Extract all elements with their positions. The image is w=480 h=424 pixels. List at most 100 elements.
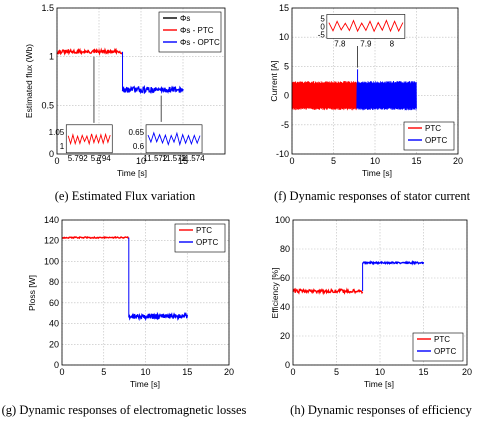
legend: PTC OPTC xyxy=(403,121,455,151)
legend-label: OPTC xyxy=(434,347,456,356)
legend-label: OPTC xyxy=(196,238,218,247)
y-tick-label: 20 xyxy=(49,339,59,349)
inset-frame xyxy=(65,124,113,154)
y-tick-label: 1.5 xyxy=(41,3,54,13)
y-tick-label: 80 xyxy=(280,244,290,254)
inset-y-tick: 0.65 xyxy=(128,128,144,137)
x-tick-label: 15 xyxy=(411,156,421,166)
series-line-ptc xyxy=(292,287,364,296)
y-axis-label: Efficiency [%] xyxy=(270,268,280,319)
legend-label: OPTC xyxy=(425,136,447,145)
y-tick-label: 15 xyxy=(279,3,289,13)
y-tick-label: 100 xyxy=(275,215,290,225)
inset-frame xyxy=(326,14,406,39)
series-line-optc xyxy=(356,80,417,111)
legend: PTC OPTC xyxy=(174,223,226,253)
inset-x-tick: 11.573 xyxy=(162,154,186,163)
x-tick-label: 10 xyxy=(140,367,150,377)
y-tick-label: -5 xyxy=(281,120,289,130)
y-tick-label: 60 xyxy=(280,273,290,283)
panel-f: 0 5 10 15 20 -10 -5 0 5 10 15 Time [s] Current [A] (f… xyxy=(269,3,471,203)
inset-x-tick: 11.574 xyxy=(181,154,205,163)
x-tick-label: 0 xyxy=(290,367,295,377)
x-tick-label: 15 xyxy=(182,367,192,377)
x-tick-label: 20 xyxy=(462,367,472,377)
x-tick-label: 5 xyxy=(96,156,101,166)
inset-x-tick: 7.8 xyxy=(334,39,346,48)
inset-frame xyxy=(145,124,203,154)
series-line-optc xyxy=(362,259,425,266)
x-tick-label: 20 xyxy=(453,156,463,166)
x-tick-label: 10 xyxy=(375,367,385,377)
y-axis-label: Current [A] xyxy=(269,60,279,101)
x-axis-label: Time [s] xyxy=(364,379,394,389)
series-line-ptc xyxy=(291,80,358,111)
y-tick-label: -10 xyxy=(276,149,289,159)
legend: PTC OPTC xyxy=(412,332,464,362)
legend-label: PTC xyxy=(196,226,212,235)
y-tick-label: 40 xyxy=(280,302,290,312)
x-tick-label: 0 xyxy=(54,156,59,166)
inset: 7.8 7.9 8 -505 xyxy=(318,14,406,48)
y-tick-label: 0.5 xyxy=(41,100,54,110)
x-tick-label: 10 xyxy=(370,156,380,166)
y-axis-label: Estimated flux (Wb) xyxy=(24,44,34,118)
y-tick-label: 0 xyxy=(49,149,54,159)
inset-y-tick: 5 xyxy=(320,14,325,23)
legend-label: Φs xyxy=(180,14,190,23)
legend-box xyxy=(403,121,455,151)
series-line--s-ptc xyxy=(56,47,124,56)
legend: Φs Φs - PTC Φs - OPTC xyxy=(158,11,222,53)
panel-caption: (e) Estimated Flux variation xyxy=(55,189,196,203)
y-tick-label: 120 xyxy=(44,236,59,246)
y-tick-label: 0 xyxy=(284,91,289,101)
y-tick-label: 5 xyxy=(284,61,289,71)
x-tick-label: 5 xyxy=(334,367,339,377)
y-tick-label: 60 xyxy=(49,298,59,308)
y-tick-label: 1 xyxy=(49,52,54,62)
legend-label: Φs - PTC xyxy=(180,26,214,35)
y-tick-label: 40 xyxy=(49,319,59,329)
panel-e: 0 5 10 15 0 0.5 1 1.5 Time [s] Estimated flux (Wb… xyxy=(24,3,226,203)
legend-label: PTC xyxy=(434,335,450,344)
y-tick-label: 140 xyxy=(44,215,59,225)
legend-label: Φs - OPTC xyxy=(180,38,220,47)
x-tick-label: 10 xyxy=(136,156,146,166)
inset-y-tick: 1 xyxy=(60,142,65,151)
inset-y-tick: -5 xyxy=(318,30,326,39)
x-axis-label: Time [s] xyxy=(117,168,147,178)
series-line--s-optc xyxy=(121,85,184,95)
x-tick-label: 5 xyxy=(101,367,106,377)
inset-line xyxy=(328,19,404,33)
inset-x-tick: 7.9 xyxy=(360,39,372,48)
x-tick-label: 20 xyxy=(224,367,234,377)
inset-y-tick: 0.6 xyxy=(133,142,145,151)
x-tick-label: 5 xyxy=(331,156,336,166)
plot-frame xyxy=(291,7,459,155)
y-tick-label: 0 xyxy=(54,360,59,370)
y-tick-label: 0 xyxy=(285,360,290,370)
y-tick-label: 20 xyxy=(280,331,290,341)
y-tick-label: 80 xyxy=(49,277,59,287)
panel-caption: (h) Dynamic responses of efficiency xyxy=(290,403,472,417)
inset: 5.792 5.794 1 1.05 xyxy=(49,124,113,163)
y-tick-label: 10 xyxy=(279,32,289,42)
inset-line xyxy=(147,131,201,147)
x-tick-label: 0 xyxy=(289,156,294,166)
inset-x-tick: 8 xyxy=(390,39,395,48)
inset-y-tick: 1.05 xyxy=(49,128,65,137)
x-tick-label: 0 xyxy=(59,367,64,377)
plot-frame xyxy=(61,219,230,366)
legend-label: PTC xyxy=(425,124,441,133)
y-tick-label: 100 xyxy=(44,256,59,266)
plot-frame xyxy=(56,7,226,155)
plot-frame xyxy=(292,219,468,366)
inset-x-tick: 5.794 xyxy=(91,154,112,163)
panel-caption: (f) Dynamic responses of stator current xyxy=(274,189,471,203)
x-tick-label: 15 xyxy=(418,367,428,377)
x-axis-label: Time [s] xyxy=(362,168,392,178)
y-axis-label: Ploss [W] xyxy=(27,275,37,311)
series-line-ptc xyxy=(61,235,129,240)
x-tick-label: 15 xyxy=(178,156,188,166)
